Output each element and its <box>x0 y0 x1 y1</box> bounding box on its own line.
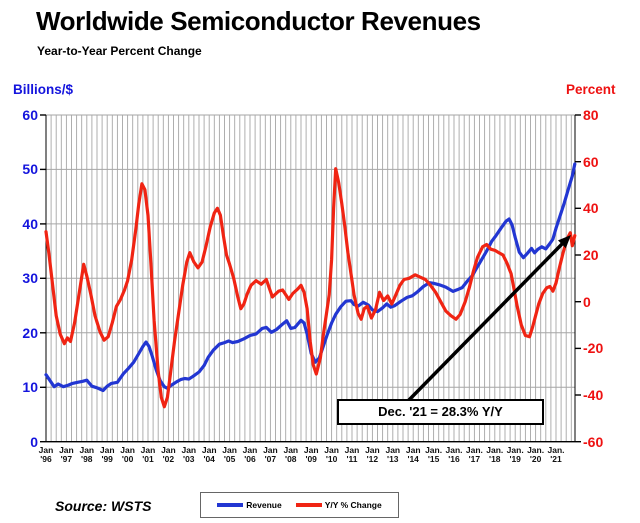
x-axis-tick-label: Jan '98 <box>79 445 95 464</box>
chart-subtitle: Year-to-Year Percent Change <box>37 44 202 58</box>
legend-label-revenue: Revenue <box>246 500 282 510</box>
right-axis-tick-label: 80 <box>583 106 599 123</box>
x-axis-tick-label: Jan. '20 <box>527 445 545 464</box>
annotation-arrowhead <box>558 235 571 249</box>
right-axis-tick-label: -40 <box>583 387 604 404</box>
left-axis-title: Billions/$ <box>13 82 74 97</box>
x-axis-tick-label: Jan '13 <box>385 445 401 464</box>
annotation-callout: Dec. '21 = 28.3% Y/Y <box>337 399 544 425</box>
revenue-line <box>44 162 577 393</box>
left-axis-tick-label: 20 <box>22 324 38 341</box>
x-axis-tick-label: Jan '12 <box>365 445 380 464</box>
legend-label-yoy-change: Y/Y % Change <box>324 500 382 510</box>
x-axis-tick-label: Jan '14 <box>405 445 421 464</box>
x-axis-tick-label: Jan '04 <box>201 445 217 464</box>
right-axis-tick-label: 0 <box>583 293 591 310</box>
right-axis-tick-label: 40 <box>583 200 599 217</box>
left-axis-tick-label: 60 <box>22 107 38 123</box>
right-axis-tick-label: 20 <box>583 247 599 263</box>
left-axis-tick-label: 50 <box>22 161 38 178</box>
right-axis-tick-label: 60 <box>583 153 599 170</box>
x-axis-tick-label: Jan '11 <box>344 445 360 464</box>
x-axis-tick-label: Jan '03 <box>181 445 197 464</box>
x-axis-tick-label: Jan '97 <box>59 445 74 464</box>
x-axis-tick-label: Jan '10 <box>324 445 339 464</box>
x-axis-tick-label: Jan '07 <box>263 445 278 464</box>
left-axis-tick-label: 0 <box>30 433 38 450</box>
left-axis-tick-label: 30 <box>22 270 38 287</box>
x-axis-tick-label: Jan. '16 <box>445 445 463 464</box>
x-axis-tick-label: Jan '06 <box>242 445 258 464</box>
left-axis-tick-label: 40 <box>22 215 38 232</box>
x-axis-tick-label: Jan. '21 <box>547 445 565 464</box>
x-axis-tick-label: Jan '08 <box>283 445 299 464</box>
source-note: Source: WSTS <box>55 498 152 514</box>
right-axis-title: Percent <box>566 82 616 97</box>
right-axis-tick-label: -60 <box>583 433 604 450</box>
x-axis-tick-label: Jan '05 <box>222 445 237 464</box>
x-axis-tick-label: Jan. '15 <box>425 445 443 464</box>
annotation-arrow <box>406 242 564 403</box>
revenue-line-swatch <box>217 503 244 507</box>
x-axis-tick-label: Jan '96 <box>38 445 54 464</box>
x-axis-tick-label: Jan. '17 <box>465 445 483 464</box>
x-axis-tick-label: Jan. '19 <box>506 445 524 464</box>
right-axis-tick-label: -20 <box>583 340 604 357</box>
x-axis-tick-label: Jan. '18 <box>486 445 504 464</box>
x-axis-tick-label: Jan '09 <box>303 445 319 464</box>
x-axis-tick-label: Jan '00 <box>120 445 135 464</box>
x-axis-tick-label: Jan '99 <box>99 445 115 464</box>
legend: Revenue Y/Y % Change <box>200 492 399 518</box>
x-axis-tick-label: Jan '01 <box>140 445 156 464</box>
yoy-change-line <box>44 167 577 409</box>
yoy-line-swatch <box>295 503 322 507</box>
x-axis-tick-label: Jan '02 <box>161 445 176 464</box>
legend-item-yoy-change: Y/Y % Change <box>295 500 382 510</box>
legend-item-revenue: Revenue <box>217 500 282 510</box>
left-axis-tick-label: 10 <box>22 379 38 396</box>
chart-title: Worldwide Semiconductor Revenues <box>36 6 481 36</box>
